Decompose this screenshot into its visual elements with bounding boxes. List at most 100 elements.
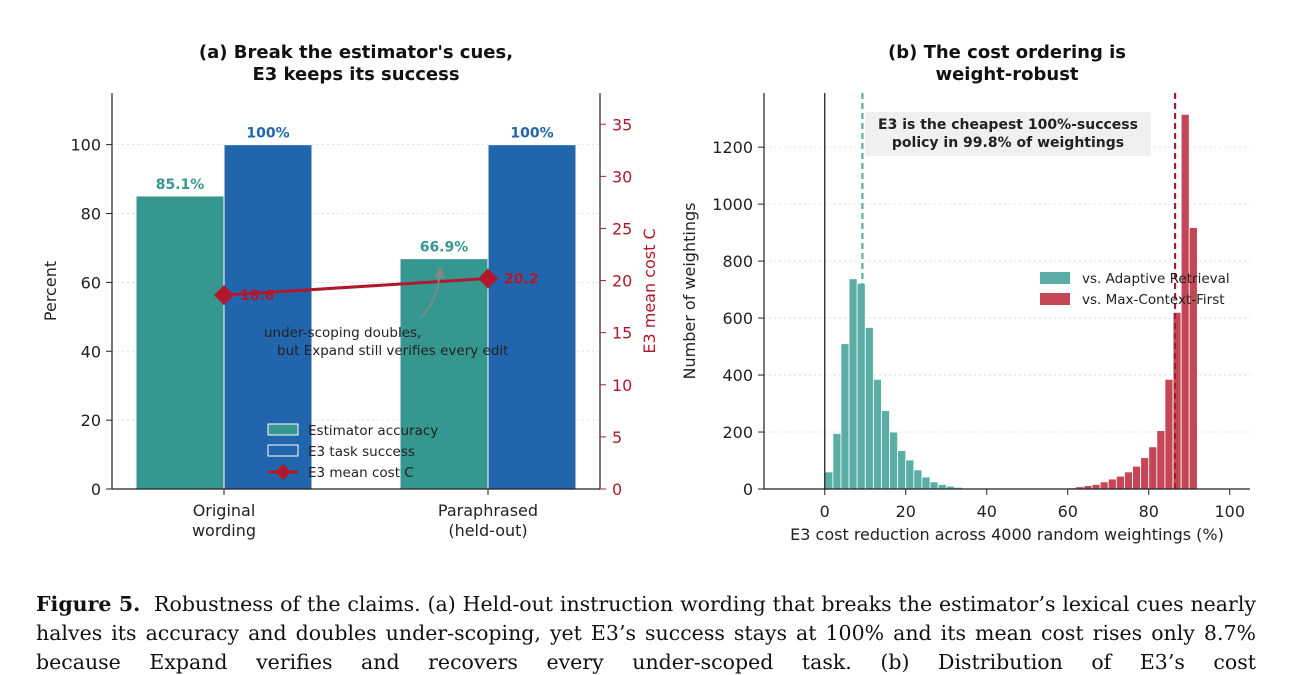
cost-value-label: 20.2 <box>504 271 539 287</box>
category-label: Paraphrased (held-out) <box>438 501 538 540</box>
right-tick-label: 0 <box>612 480 622 499</box>
cost-point-marker <box>214 285 234 306</box>
legend-label: E3 mean cost C <box>308 465 414 481</box>
left-tick-label: 0 <box>91 480 101 499</box>
annotation-text: under-scoping doubles, but Expand still v… <box>264 325 508 359</box>
y-tick-label: 1000 <box>712 195 753 214</box>
right-tick-label: 5 <box>612 428 622 447</box>
y-tick-label: 400 <box>722 366 753 385</box>
panel-a-bar-value-labels: 85.1% 66.9% 100% 100% <box>156 126 554 256</box>
left-tick-label: 60 <box>81 273 101 292</box>
panel-b-histogram: 0 20 40 60 80 100 0 200 400 600 800 1000 1200 E3 is… <box>680 42 1250 544</box>
panel-a-bar-chart: 85.1%66.9%100% 100% 18.620.2 020406080100… <box>41 42 659 540</box>
y-tick-label: 200 <box>722 423 753 442</box>
right-tick-label: 35 <box>612 115 632 134</box>
bar-value-label: 100% <box>246 126 289 142</box>
histogram-bar-vs-adaptive-retrieval <box>905 459 915 490</box>
panel-a-title: (a) Break the estimator's cues, E3 keeps … <box>199 42 513 85</box>
histogram-bar-vs-max-context-first <box>1099 481 1109 490</box>
cost-line-path <box>223 276 489 297</box>
bar-e3-task-success <box>487 144 577 490</box>
legend-label: E3 task success <box>308 444 415 460</box>
cost-value-label: 18.6 <box>240 288 275 304</box>
bar-value-label: 85.1% <box>156 177 205 193</box>
right-tick-label: 15 <box>612 324 632 343</box>
bar-value-label: 100% <box>510 126 553 142</box>
annotation-text: E3 is the cheapest 100%-success policy in… <box>878 117 1138 151</box>
histogram-bar-vs-adaptive-retrieval <box>864 327 874 490</box>
histogram-bar-vs-adaptive-retrieval <box>913 469 923 490</box>
histogram-bar-vs-adaptive-retrieval <box>840 343 850 490</box>
panel-b-annotation: E3 is the cheapest 100%-success policy in… <box>865 112 1151 156</box>
x-tick-label: 20 <box>896 502 916 521</box>
x-tick-label: 40 <box>977 502 997 521</box>
histogram-bar-vs-adaptive-retrieval <box>937 484 947 490</box>
panel-b-x-axis-label: E3 cost reduction across 4000 random wei… <box>790 525 1224 544</box>
histogram-bar-vs-adaptive-retrieval <box>848 278 858 490</box>
histogram-bar-vs-adaptive-retrieval <box>856 282 866 490</box>
caption-label: Figure 5. <box>36 592 141 616</box>
panel-a-cost-line: 18.6 20.2 <box>214 268 539 306</box>
y-tick-label: 800 <box>722 252 753 271</box>
histogram-bar-vs-adaptive-retrieval <box>881 410 890 490</box>
panel-b-axes <box>763 93 1250 490</box>
panel-b-legend: vs. Adaptive Retrieval vs. Max-Context-Fi… <box>1040 271 1230 308</box>
histogram-bar-vs-max-context-first <box>1188 227 1198 490</box>
panel-b-title: (b) The cost ordering is weight-robust <box>888 42 1126 85</box>
cost-point-marker <box>478 268 498 289</box>
panel-a-category-labels: Original wording Paraphrased (held-out) <box>192 489 538 540</box>
figure: 85.1%66.9%100% 100% 18.620.2 020406080100… <box>41 42 1250 544</box>
histogram-bar-vs-adaptive-retrieval <box>897 450 907 490</box>
annotation-box <box>865 112 1151 156</box>
legend-label: vs. Max-Context-First <box>1082 292 1225 308</box>
legend-label: Estimator accuracy <box>308 423 438 439</box>
panel-a-right-ticks: 0 5 10 15 20 25 30 35 <box>600 115 632 499</box>
left-tick-label: 20 <box>81 411 101 430</box>
right-tick-label: 25 <box>612 219 632 238</box>
panel-a-right-axis-label: E3 mean cost C <box>640 228 659 353</box>
histogram-bar-vs-adaptive-retrieval <box>889 431 899 490</box>
bar-e3-task-success <box>223 144 313 490</box>
histogram-bar-vs-max-context-first <box>1156 430 1166 490</box>
legend-swatch-cost-marker <box>275 464 291 480</box>
legend-label: vs. Adaptive Retrieval <box>1082 271 1230 287</box>
panel-b-y-ticks: 0 200 400 600 800 1000 1200 <box>712 138 764 499</box>
histogram-bar-vs-adaptive-retrieval <box>872 378 882 490</box>
panel-a-axes <box>111 93 601 490</box>
histogram-bar-vs-max-context-first <box>1124 471 1133 490</box>
histogram-bar-vs-max-context-first <box>1115 475 1125 490</box>
panel-a-annotation: under-scoping doubles, but Expand still v… <box>264 266 508 359</box>
figure-caption: Figure 5. Robustness of the claims. (a) … <box>36 590 1256 675</box>
y-tick-label: 0 <box>743 480 753 499</box>
y-tick-label: 600 <box>722 309 753 328</box>
x-tick-label: 60 <box>1058 502 1078 521</box>
right-tick-label: 10 <box>612 376 632 395</box>
right-tick-label: 20 <box>612 272 632 291</box>
panel-title-text: (a) Break the estimator's cues, E3 keeps … <box>199 42 513 85</box>
category-label: Original wording <box>192 501 256 540</box>
legend-swatch-estimator-accuracy <box>267 423 299 436</box>
histogram-bar-vs-adaptive-retrieval <box>921 476 931 490</box>
panel-b-y-axis-label: Number of weightings <box>680 203 699 380</box>
panel-a-bars <box>135 144 577 490</box>
caption-text: Robustness of the claims. (a) Held-out i… <box>36 592 1256 674</box>
histogram-bar-vs-adaptive-retrieval <box>929 481 939 490</box>
legend-swatch-e3-task-success <box>267 444 299 457</box>
legend-swatch-adaptive-retrieval <box>1040 272 1070 284</box>
annotation-arrowhead <box>435 266 445 278</box>
histogram-bar-vs-max-context-first <box>1091 484 1101 490</box>
histogram-bar-vs-adaptive-retrieval <box>832 433 842 490</box>
panel-title-text: (b) The cost ordering is weight-robust <box>888 42 1126 85</box>
legend-swatch-max-context-first <box>1040 293 1070 305</box>
x-tick-label: 100 <box>1214 502 1245 521</box>
left-tick-label: 80 <box>81 205 101 224</box>
histogram-bar-vs-adaptive-retrieval <box>824 471 834 490</box>
left-tick-label: 40 <box>81 342 101 361</box>
bar-estimator-accuracy <box>135 195 225 490</box>
right-tick-label: 30 <box>612 167 632 186</box>
x-tick-label: 80 <box>1139 502 1159 521</box>
histogram-bar-vs-max-context-first <box>1132 465 1142 490</box>
panel-a-left-ticks: 0 20 40 60 80 100 <box>70 136 112 499</box>
panel-b-reference-lines <box>824 93 1177 489</box>
panel-b-histogram-bars <box>824 113 1198 490</box>
